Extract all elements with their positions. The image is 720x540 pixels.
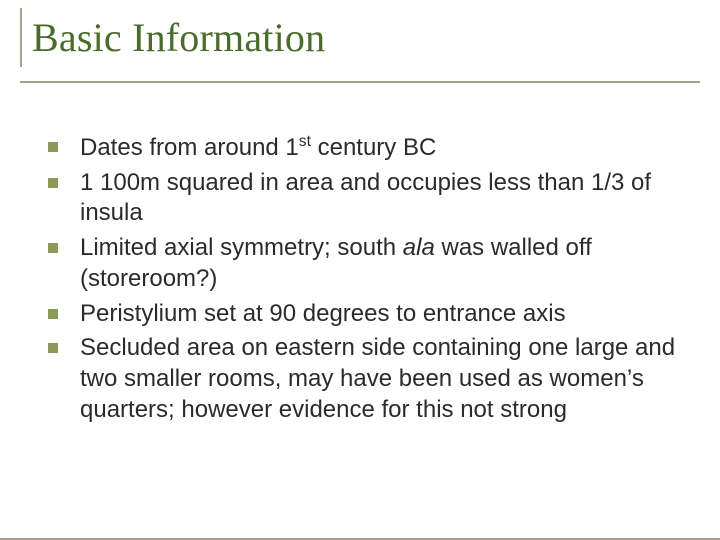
bullet-icon xyxy=(48,243,58,253)
title-underline xyxy=(20,81,700,83)
list-item: Secluded area on eastern side containing… xyxy=(48,333,680,425)
list-item: Limited axial symmetry; south ala was wa… xyxy=(48,233,680,294)
bullet-text: Dates from around 1st century BC xyxy=(80,132,436,164)
list-item: Peristylium set at 90 degrees to entranc… xyxy=(48,299,680,330)
title-container: Basic Information xyxy=(20,8,700,67)
bullet-icon xyxy=(48,178,58,188)
slide-body: Dates from around 1st century BC 1 100m … xyxy=(48,132,680,429)
bullet-icon xyxy=(48,343,58,353)
bullet-icon xyxy=(48,309,58,319)
bullet-text: 1 100m squared in area and occupies less… xyxy=(80,168,680,229)
slide-title: Basic Information xyxy=(32,14,700,61)
bullet-text: Peristylium set at 90 degrees to entranc… xyxy=(80,299,566,330)
list-item: 1 100m squared in area and occupies less… xyxy=(48,168,680,229)
bullet-text: Secluded area on eastern side containing… xyxy=(80,333,680,425)
bullet-icon xyxy=(48,142,58,152)
bullet-text: Limited axial symmetry; south ala was wa… xyxy=(80,233,680,294)
list-item: Dates from around 1st century BC xyxy=(48,132,680,164)
slide: Basic Information Dates from around 1st … xyxy=(0,0,720,540)
